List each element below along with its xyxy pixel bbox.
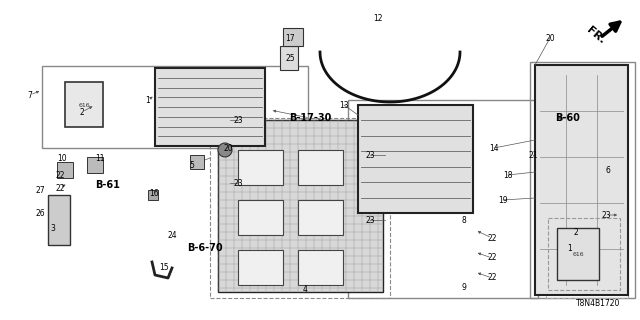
Text: 21: 21 <box>528 150 538 159</box>
Bar <box>57 162 73 178</box>
Text: 12: 12 <box>373 13 383 22</box>
Text: 22: 22 <box>487 234 497 243</box>
Bar <box>65 82 103 127</box>
Bar <box>530 62 635 298</box>
Bar <box>546 195 628 298</box>
Bar <box>298 250 343 285</box>
Text: 25: 25 <box>285 53 295 62</box>
Text: 4: 4 <box>303 285 307 294</box>
Text: 23: 23 <box>365 215 375 225</box>
Bar <box>358 105 473 213</box>
Text: 23: 23 <box>365 150 375 159</box>
Text: 3: 3 <box>51 223 56 233</box>
Bar <box>548 218 620 290</box>
Text: 22: 22 <box>55 183 65 193</box>
Polygon shape <box>48 195 70 245</box>
Text: B-6-70: B-6-70 <box>187 243 223 253</box>
Bar <box>42 66 308 148</box>
Text: 20: 20 <box>545 34 555 43</box>
Bar <box>298 150 343 185</box>
Text: 6: 6 <box>605 165 611 174</box>
Bar <box>148 190 158 200</box>
Bar <box>298 200 343 235</box>
Text: 15: 15 <box>159 263 169 273</box>
Text: 18: 18 <box>503 171 513 180</box>
Text: 22: 22 <box>487 274 497 283</box>
Text: T8N4B1720: T8N4B1720 <box>575 299 620 308</box>
Text: 27: 27 <box>35 186 45 195</box>
Bar <box>348 100 538 298</box>
Text: 20: 20 <box>223 143 233 153</box>
Text: 1: 1 <box>568 244 572 252</box>
Bar <box>238 200 283 235</box>
Bar <box>218 120 383 292</box>
Text: 26: 26 <box>35 209 45 218</box>
Bar <box>87 157 103 173</box>
Text: 16: 16 <box>149 188 159 197</box>
Text: 9: 9 <box>461 284 467 292</box>
Text: B-17-30: B-17-30 <box>289 113 331 123</box>
Text: 23: 23 <box>233 179 243 188</box>
Text: 5: 5 <box>189 161 195 170</box>
Bar <box>238 150 283 185</box>
Text: 24: 24 <box>167 230 177 239</box>
Text: 19: 19 <box>498 196 508 204</box>
Text: 11: 11 <box>95 154 105 163</box>
Text: 22: 22 <box>55 171 65 180</box>
Bar <box>155 68 265 146</box>
Text: 7: 7 <box>28 91 33 100</box>
Bar <box>210 118 390 298</box>
Text: FR.: FR. <box>585 25 607 45</box>
Text: 17: 17 <box>285 34 295 43</box>
Text: 2: 2 <box>79 108 84 116</box>
Text: B-61: B-61 <box>95 180 120 190</box>
Bar <box>190 155 204 169</box>
Bar <box>535 65 628 295</box>
Text: 23: 23 <box>601 211 611 220</box>
Circle shape <box>218 143 232 157</box>
Text: 616: 616 <box>78 102 90 108</box>
Text: 8: 8 <box>461 215 467 225</box>
Bar <box>280 46 298 70</box>
Text: B-60: B-60 <box>556 113 580 123</box>
Text: 14: 14 <box>489 143 499 153</box>
Bar <box>557 228 599 280</box>
Text: 13: 13 <box>339 100 349 109</box>
Text: 616: 616 <box>572 252 584 257</box>
Bar <box>238 250 283 285</box>
Bar <box>283 28 303 46</box>
Text: 2: 2 <box>573 228 579 236</box>
Text: 23: 23 <box>233 116 243 124</box>
Text: 1: 1 <box>146 95 150 105</box>
Text: 10: 10 <box>57 154 67 163</box>
Text: 22: 22 <box>487 253 497 262</box>
